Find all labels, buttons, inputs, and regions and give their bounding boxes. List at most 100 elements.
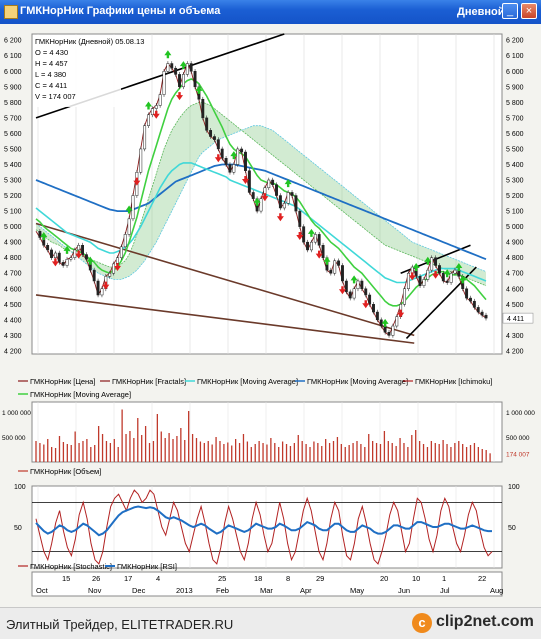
candle-body [317,234,321,246]
ichimoku-span-b-line [35,125,487,280]
candle-body [457,269,461,277]
volume-last-label: 174 007 [506,451,530,458]
candle-body [298,210,302,227]
watermark-footer: Элитный Трейдер, ELITETRADER.RU c clip2n… [0,607,541,639]
candle-body [472,300,476,308]
price-legend: ГМКНорНик [Цена] ГМКНорНик [Fractals] ГМ… [18,377,492,399]
candle-body [441,272,445,282]
candle-body [205,117,209,131]
legend-ichimoku: ГМКНорНик [Ichimoku] [415,377,492,386]
fractal-down-arrow [338,286,346,295]
x-axis-day-label: 10 [412,574,420,583]
candle-body [57,252,61,263]
fractal-up-arrow [443,269,451,278]
candle-body [333,260,337,274]
price-y-tick-left: 4 900 [4,240,22,247]
candle-body [50,249,53,258]
price-y-tick-left: 5 000 [4,224,22,231]
x-axis-month-label: Oct [36,586,49,595]
x-axis-day-label: 20 [380,574,388,583]
ma-short-line [35,78,487,307]
candle-body [379,319,383,327]
candle-body [212,136,216,140]
candle-body [306,241,310,251]
candle-body [337,260,341,266]
candle-body [170,63,174,69]
candle-body [286,192,290,204]
price-y-tick-right: 4 500 [506,302,524,309]
price-y-tick-left: 6 000 [4,69,22,76]
price-y-tick-right: 5 000 [506,224,524,231]
fractal-down-arrow [133,177,141,186]
fractal-down-arrow [113,263,121,272]
price-y-tick-left: 5 300 [4,178,22,185]
chart-canvas[interactable]: 6 200 6 200 6 100 6 100 6 000 6 000 5 900 5 900… [0,24,541,607]
fractal-down-arrow [214,154,222,163]
volume-y-tick-right: 1 000 000 [506,410,535,417]
candle-body [181,74,185,88]
price-y-tick-left: 5 700 [4,115,22,122]
fractal-down-arrow [315,250,323,259]
price-y-tick-left: 5 200 [4,193,22,200]
candle-body [108,272,112,277]
candle-body [403,288,406,305]
candle-body [116,257,119,265]
price-y-tick-left: 5 600 [4,131,22,138]
fractal-up-arrow [164,50,172,59]
candle-body [201,98,205,119]
timeframe-label[interactable]: Дневной [457,6,505,18]
candle-body [38,231,42,238]
info-close: C = 4 411 [35,81,67,90]
legend-ma-1: ГМКНорНик [Moving Average] [197,377,298,386]
candle-body [259,198,263,212]
price-y-tick-left: 5 400 [4,162,22,169]
fractal-up-arrow [284,179,292,188]
fractal-up-arrow [350,275,358,284]
price-y-tick-left: 4 200 [4,348,22,355]
price-y-tick-left: 5 100 [4,209,22,216]
candle-body [112,263,116,274]
candle-body [484,314,488,319]
osc-y-tick-right: 50 [508,525,516,532]
fractal-up-arrow [459,275,467,284]
price-y-tick-left: 6 100 [4,53,22,60]
ma-long-line [35,163,487,261]
fractal-down-arrow [102,281,110,290]
clip2net-logo-text: clip2net.com [436,613,534,630]
candle-body [368,294,372,305]
clip2net-logo-mark: c [412,613,432,633]
candle-body [189,63,193,72]
candle-body [162,71,166,95]
osc-y-tick-left: 100 [14,484,26,491]
candle-body [77,245,81,251]
minimize-button[interactable]: _ [502,3,518,19]
candle-body [469,297,472,302]
candle-body [282,203,286,209]
x-axis-month-label: May [350,586,364,595]
candle-body [143,125,147,150]
volume-y-tick-left: 500 000 [2,435,26,442]
info-box: ГМКНорНик (Дневной) 05.08.13 O = 4 430 H… [33,35,144,107]
fractal-up-arrow [412,263,420,272]
fractal-up-arrow [40,231,48,240]
price-y-tick-right: 5 600 [506,131,524,138]
candle-body [244,151,247,171]
price-y-tick-right: 6 000 [506,69,524,76]
fractal-up-arrow [455,263,463,272]
legend-ma-2: ГМКНорНик [Moving Average] [307,377,408,386]
candle-body [449,272,453,283]
price-y-tick-right: 6 100 [506,53,524,60]
ichimoku-cloud [36,102,486,286]
price-y-tick-right: 4 600 [506,286,524,293]
candle-body [360,280,364,290]
candle-body [344,280,348,293]
price-y-tick-right: 4 900 [506,240,524,247]
close-button[interactable]: × [521,3,537,19]
candle-body [150,108,154,116]
candle-body [395,316,399,327]
ma-mid-line [35,162,487,284]
window-title: ГМКНорНик Графики цены и объема [20,5,221,17]
price-y-tick-left: 5 800 [4,100,22,107]
price-y-tick-right: 4 200 [506,348,524,355]
price-y-tick-left: 4 500 [4,302,22,309]
